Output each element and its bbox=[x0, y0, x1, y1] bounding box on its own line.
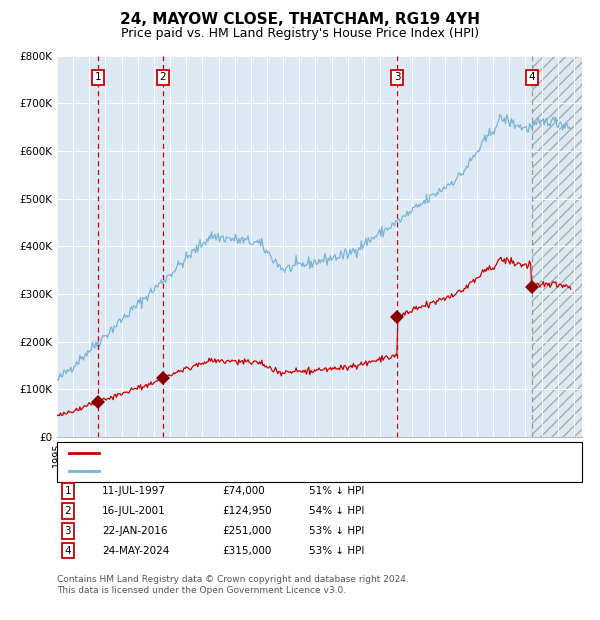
Text: 51% ↓ HPI: 51% ↓ HPI bbox=[309, 486, 364, 496]
Text: 53% ↓ HPI: 53% ↓ HPI bbox=[309, 546, 364, 556]
Text: Price paid vs. HM Land Registry's House Price Index (HPI): Price paid vs. HM Land Registry's House … bbox=[121, 27, 479, 40]
Text: 11-JUL-1997: 11-JUL-1997 bbox=[102, 486, 166, 496]
Text: 24-MAY-2024: 24-MAY-2024 bbox=[102, 546, 169, 556]
Text: 22-JAN-2016: 22-JAN-2016 bbox=[102, 526, 167, 536]
Text: £315,000: £315,000 bbox=[222, 546, 271, 556]
Text: 16-JUL-2001: 16-JUL-2001 bbox=[102, 506, 166, 516]
Text: 1: 1 bbox=[95, 73, 101, 82]
Text: £124,950: £124,950 bbox=[222, 506, 272, 516]
Text: HPI: Average price, detached house, West Berkshire: HPI: Average price, detached house, West… bbox=[105, 466, 395, 476]
Text: Contains HM Land Registry data © Crown copyright and database right 2024.
This d: Contains HM Land Registry data © Crown c… bbox=[57, 575, 409, 595]
Text: 53% ↓ HPI: 53% ↓ HPI bbox=[309, 526, 364, 536]
Text: 54% ↓ HPI: 54% ↓ HPI bbox=[309, 506, 364, 516]
Text: 24, MAYOW CLOSE, THATCHAM, RG19 4YH: 24, MAYOW CLOSE, THATCHAM, RG19 4YH bbox=[120, 12, 480, 27]
Text: £251,000: £251,000 bbox=[222, 526, 271, 536]
Text: 4: 4 bbox=[529, 73, 535, 82]
Text: 4: 4 bbox=[64, 546, 71, 556]
Bar bbox=[532, 56, 582, 437]
Text: 1: 1 bbox=[64, 486, 71, 496]
Text: £74,000: £74,000 bbox=[222, 486, 265, 496]
Text: 2: 2 bbox=[64, 506, 71, 516]
Text: 24, MAYOW CLOSE, THATCHAM, RG19 4YH (detached house): 24, MAYOW CLOSE, THATCHAM, RG19 4YH (det… bbox=[105, 448, 442, 458]
Text: 2: 2 bbox=[160, 73, 166, 82]
Text: 3: 3 bbox=[64, 526, 71, 536]
Text: 3: 3 bbox=[394, 73, 401, 82]
